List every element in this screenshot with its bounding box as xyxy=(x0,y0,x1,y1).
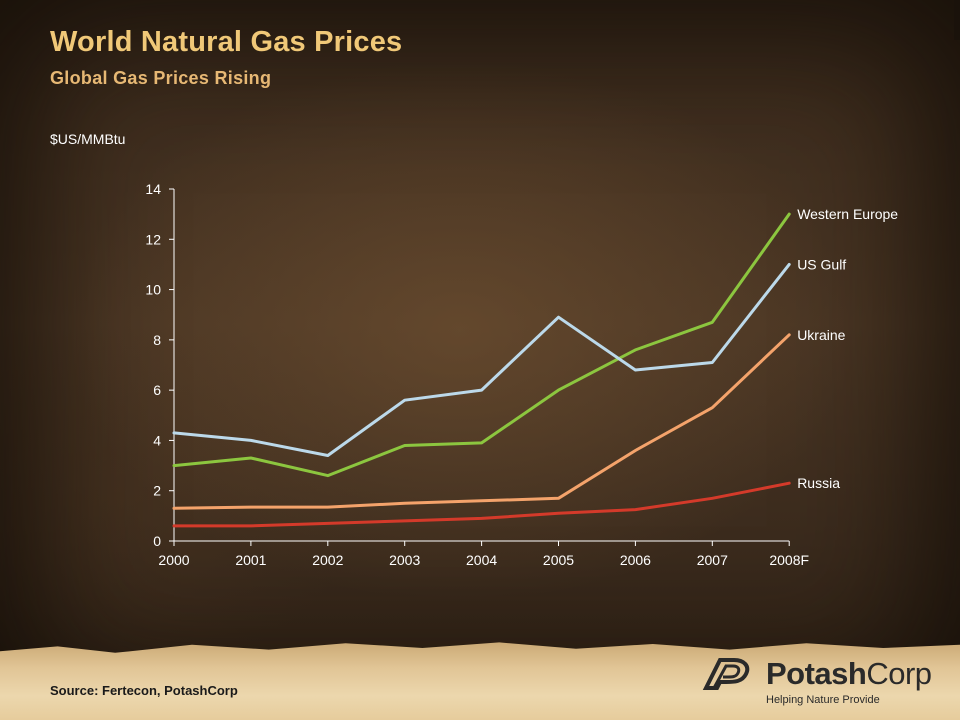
x-tick-label: 2008F xyxy=(769,552,809,568)
x-tick-label: 2004 xyxy=(466,552,497,568)
y-tick-label: 12 xyxy=(145,231,161,247)
x-tick-label: 2000 xyxy=(158,552,189,568)
source-note: Source: Fertecon, PotashCorp xyxy=(50,683,238,698)
series-line-western-europe xyxy=(172,212,791,478)
y-axis-unit-label: $US/MMBtu xyxy=(50,131,126,147)
series-label-us-gulf: US Gulf xyxy=(797,256,846,272)
x-tick-label: 2003 xyxy=(389,552,420,568)
logo-wordmark-corp: Corp xyxy=(866,656,932,691)
series-line-russia xyxy=(172,481,791,528)
series-label-western-europe: Western Europe xyxy=(797,206,898,222)
logo-tagline: Helping Nature Provide xyxy=(766,694,880,706)
y-tick-label: 14 xyxy=(145,181,161,197)
series-label-russia: Russia xyxy=(797,475,840,491)
x-tick-label: 2001 xyxy=(235,552,266,568)
series-label-ukraine: Ukraine xyxy=(797,327,845,343)
x-tick-label: 2007 xyxy=(697,552,728,568)
gas-price-line-chart: 0 2 4 6 8 10 12 14 2000 2001 2002 2003 2004 2005 2006 2… xyxy=(145,181,898,568)
y-tick-label: 10 xyxy=(145,282,161,298)
potashcorp-logo: PotashCorp Helping Nature Provide xyxy=(700,652,940,712)
y-tick-label: 0 xyxy=(153,533,161,549)
y-tick-label: 8 xyxy=(153,332,161,348)
chart-axes: 0 2 4 6 8 10 12 14 2000 2001 2002 2003 2004 2005 2006 2… xyxy=(145,181,809,568)
page-subtitle: Global Gas Prices Rising xyxy=(50,68,272,88)
edge-strip xyxy=(954,0,960,40)
chart-series-labels: Western Europe US Gulf Ukraine Russia xyxy=(797,206,898,491)
y-tick-label: 6 xyxy=(153,382,161,398)
y-tick-label: 2 xyxy=(153,483,161,499)
y-tick-label: 4 xyxy=(153,432,161,448)
logo-wordmark: PotashCorp xyxy=(766,656,932,692)
series-line-ukraine xyxy=(172,333,791,510)
page-title: World Natural Gas Prices xyxy=(50,26,403,58)
logo-wordmark-potash: Potash xyxy=(766,656,867,691)
potashcorp-logo-icon xyxy=(702,658,750,690)
x-tick-label: 2005 xyxy=(543,552,574,568)
x-tick-label: 2006 xyxy=(620,552,651,568)
x-tick-label: 2002 xyxy=(312,552,343,568)
series-line-us-gulf xyxy=(172,262,791,457)
paper-footer-band xyxy=(0,642,960,720)
chart-series xyxy=(172,212,791,528)
